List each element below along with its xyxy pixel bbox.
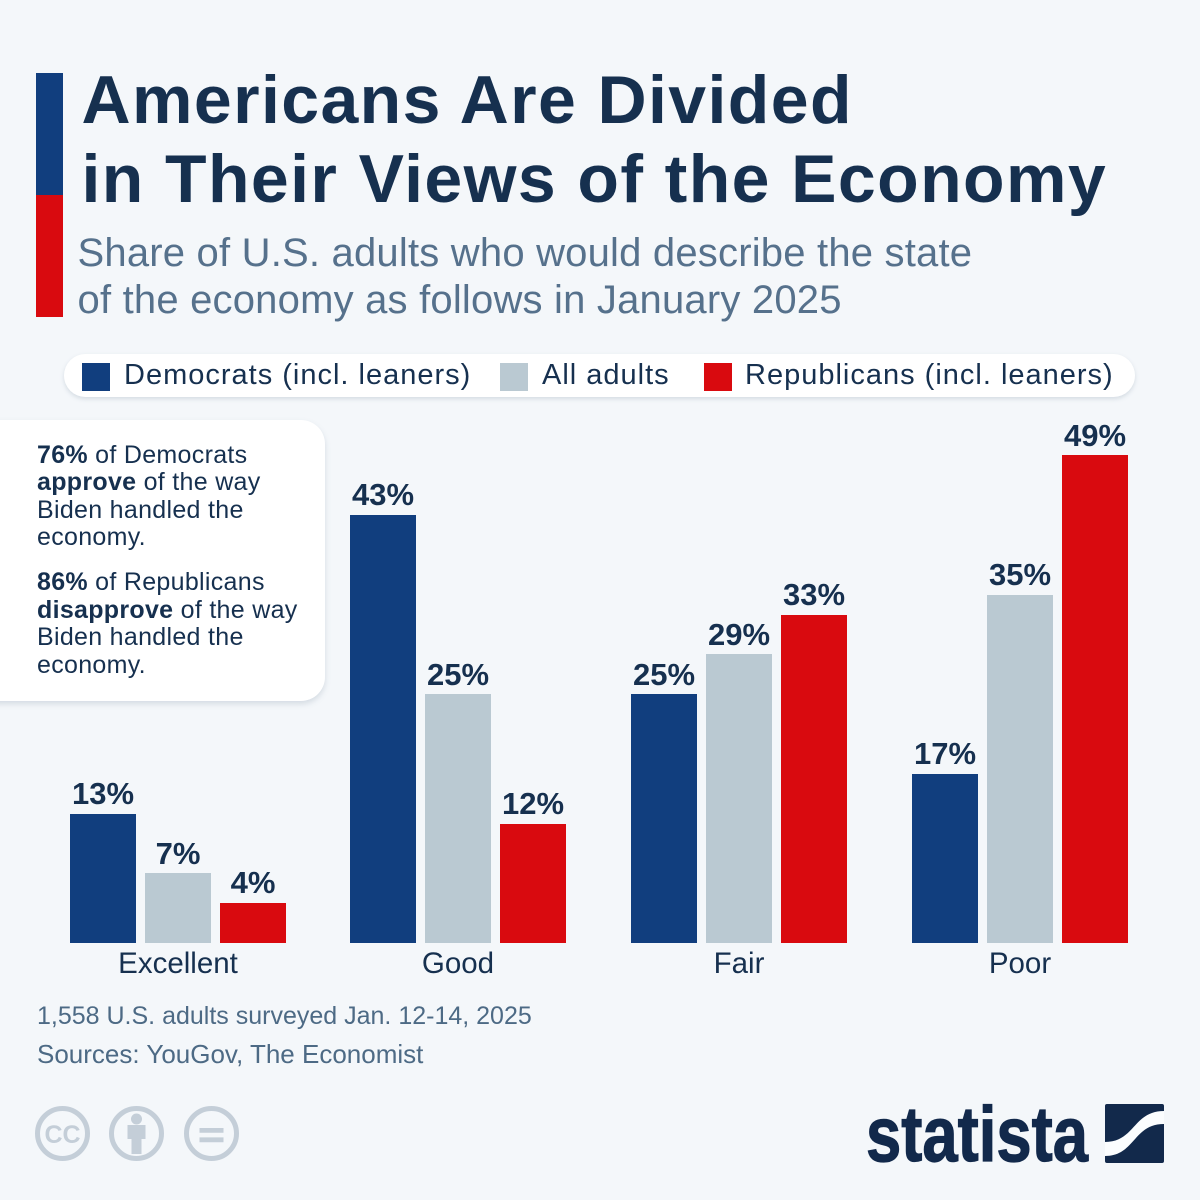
svg-text:statista: statista [866, 1090, 1088, 1175]
svg-text:CC: CC [44, 1121, 80, 1149]
